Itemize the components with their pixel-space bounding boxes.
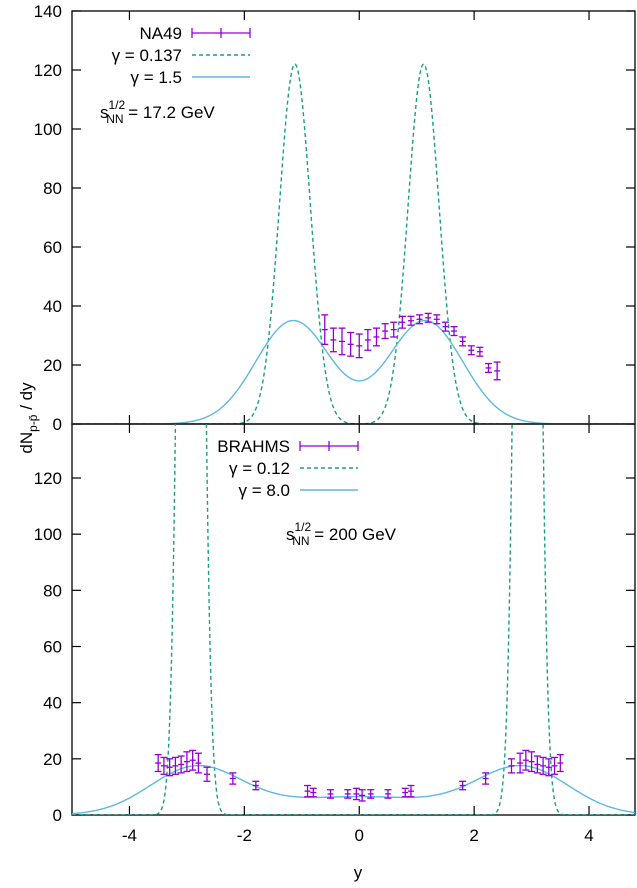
data-point-na49 [355,333,363,359]
curve--0-12 [72,424,635,815]
x-tick-label: 2 [469,826,478,845]
x-axis-label: y [354,863,363,882]
plot-area [72,424,635,815]
data-point-na49 [398,315,406,329]
data-point-na49 [459,336,467,347]
y-tick-label: 100 [34,120,62,139]
data-point-brahms [352,787,360,801]
y-tick-label: 20 [43,750,62,769]
y-tick-label: 40 [43,694,62,713]
energy-label: s1/2 NN = 17.2 GeV [100,98,215,126]
data-point-brahms [551,756,559,775]
data-point-brahms [533,755,541,774]
data-point-brahms [160,756,168,775]
y-tick-label: 80 [43,179,62,198]
x-tick-label: 0 [355,826,364,845]
data-point-brahms [229,772,237,785]
y-tick-label: 0 [53,806,62,825]
data-point-brahms [401,787,409,798]
y-axis-label: dNp-p̄ / dy [17,382,40,454]
data-point-brahms [358,789,366,802]
data-point-na49 [476,346,484,357]
data-point-brahms [327,789,335,799]
panel-top: 0 20 40 60 80 100 120 140 NA49 γ = 0.137 γ = 1.5 s1… [34,2,636,434]
data-point-brahms [166,758,174,777]
y-tick-label: 20 [43,356,62,375]
data-point-na49 [321,314,329,346]
data-point-brahms [194,752,202,774]
data-point-na49 [347,331,355,357]
data-point-brahms [252,780,260,791]
data-point-na49 [416,314,424,325]
x-tick-label: -4 [122,826,137,845]
data-point-brahms [304,784,312,798]
panel-bottom: 0 20 40 60 80 100 120 -4 -2 0 2 4 BRAHMS γ = 0.12 γ = … [34,423,636,845]
data-point-na49 [372,327,380,347]
data-point-brahms [516,752,524,774]
data-point-brahms [482,772,490,785]
y-tick-label: 120 [34,469,62,488]
data-point-brahms [309,787,317,798]
data-point-na49 [485,362,493,374]
x-tick-label: 4 [584,826,593,845]
data-point-na49 [441,321,449,332]
data-point-brahms [459,780,467,791]
data-point-brahms [344,789,352,799]
legend: NA49 γ = 0.137 γ = 1.5 [112,24,251,87]
data-point-na49 [381,323,389,340]
legend-label: γ = 0.12 [229,459,290,478]
curve--1-5 [72,319,635,424]
legend-label: NA49 [139,24,182,43]
y-tick-label: 0 [53,415,62,434]
data-point-brahms [528,751,536,773]
data-point-brahms [177,755,185,774]
legend-label: BRAHMS [217,437,290,456]
data-point-brahms [384,789,392,799]
data-point-brahms [367,789,375,799]
y-tick-label: 100 [34,525,62,544]
data-point-brahms [407,784,415,798]
y-tick-label: 80 [43,581,62,600]
x-tick-label: -2 [237,826,252,845]
data-point-na49 [467,345,475,356]
data-point-na49 [407,315,415,326]
data-point-brahms [171,756,179,775]
y-tick-label: 40 [43,297,62,316]
data-point-na49 [338,327,346,356]
data-point-na49 [390,321,398,338]
data-point-na49 [433,314,441,325]
data-point-brahms [154,753,162,773]
y-tick-label: 60 [43,638,62,657]
data-point-na49 [364,328,372,351]
data-point-brahms [539,756,547,775]
legend-label: γ = 0.137 [112,46,182,65]
curve--8-0 [72,764,635,815]
data-point-brahms [203,766,211,782]
data-point-brahms [545,758,553,777]
y-tick-label: 120 [34,61,62,80]
data-point-brahms [522,749,530,771]
y-tick-label: 140 [34,2,62,21]
data-point-na49 [329,327,337,353]
y-tick-label: 60 [43,238,62,257]
legend: BRAHMS γ = 0.12 γ = 8.0 [217,437,359,500]
data-point-na49 [450,325,458,337]
data-point-na49 [493,361,501,381]
data-point-na49 [424,312,432,323]
energy-label: s1/2 NN = 200 GeV [286,520,397,548]
data-point-brahms [507,758,515,774]
legend-label: γ = 1.5 [130,68,182,87]
data-point-brahms [189,749,197,771]
legend-label: γ = 8.0 [238,481,290,500]
data-point-brahms [183,751,191,773]
data-point-brahms [556,753,564,773]
